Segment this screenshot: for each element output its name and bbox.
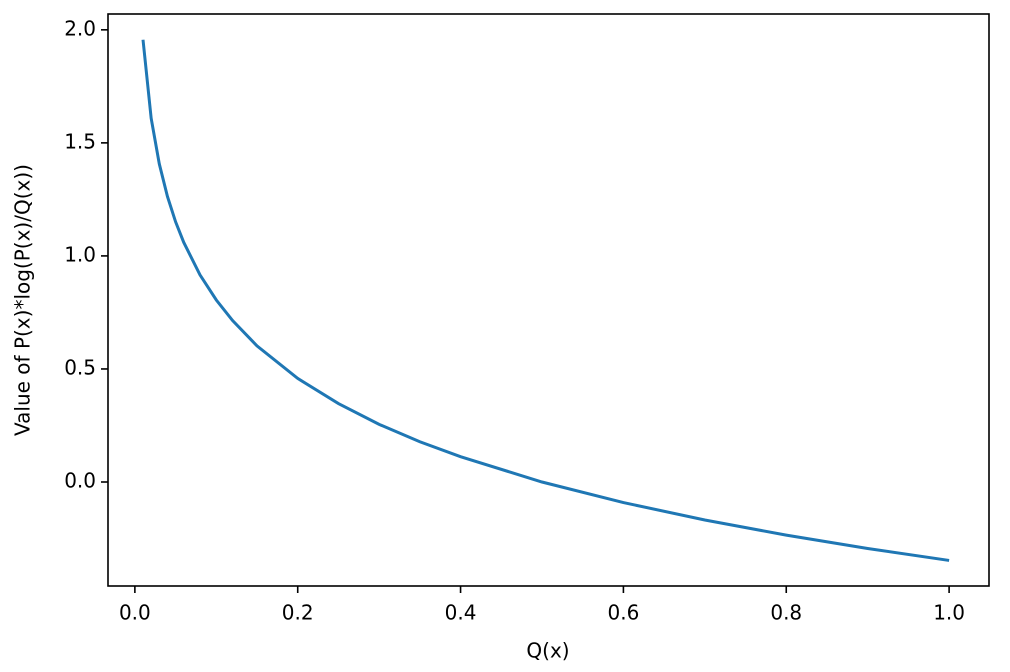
plot-frame [107,13,990,587]
line [141,39,950,562]
y-tick-label: 1.5 [64,129,96,153]
y-tick-label: 0.5 [64,355,96,379]
y-tick-label: 1.0 [64,242,96,266]
x-tick-label: 0.2 [282,601,314,625]
y-tick-label: 0.0 [64,469,96,493]
x-tick-label: 0.8 [770,601,802,625]
y-tick-label: 2.0 [64,16,96,40]
x-tick-label: 1.0 [933,601,965,625]
x-tick-label: 0.0 [119,601,151,625]
y-axis-label: Value of P(x)*log(P(x)/Q(x)) [11,164,35,436]
x-tick-label: 0.6 [608,601,640,625]
x-tick-label: 0.4 [445,601,477,625]
x-axis-label: Q(x) [526,639,569,663]
